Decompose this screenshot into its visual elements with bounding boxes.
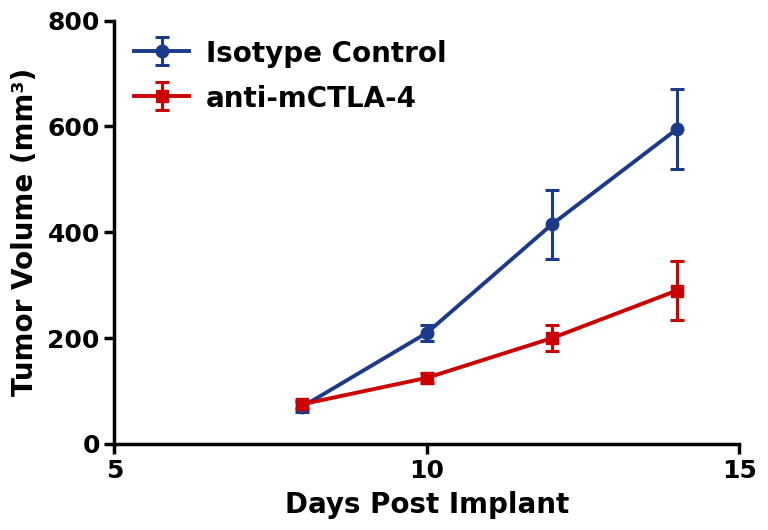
Legend: Isotype Control, anti-mCTLA-4: Isotype Control, anti-mCTLA-4 [123,29,458,124]
Y-axis label: Tumor Volume (mm³): Tumor Volume (mm³) [11,68,39,396]
X-axis label: Days Post Implant: Days Post Implant [285,491,569,519]
